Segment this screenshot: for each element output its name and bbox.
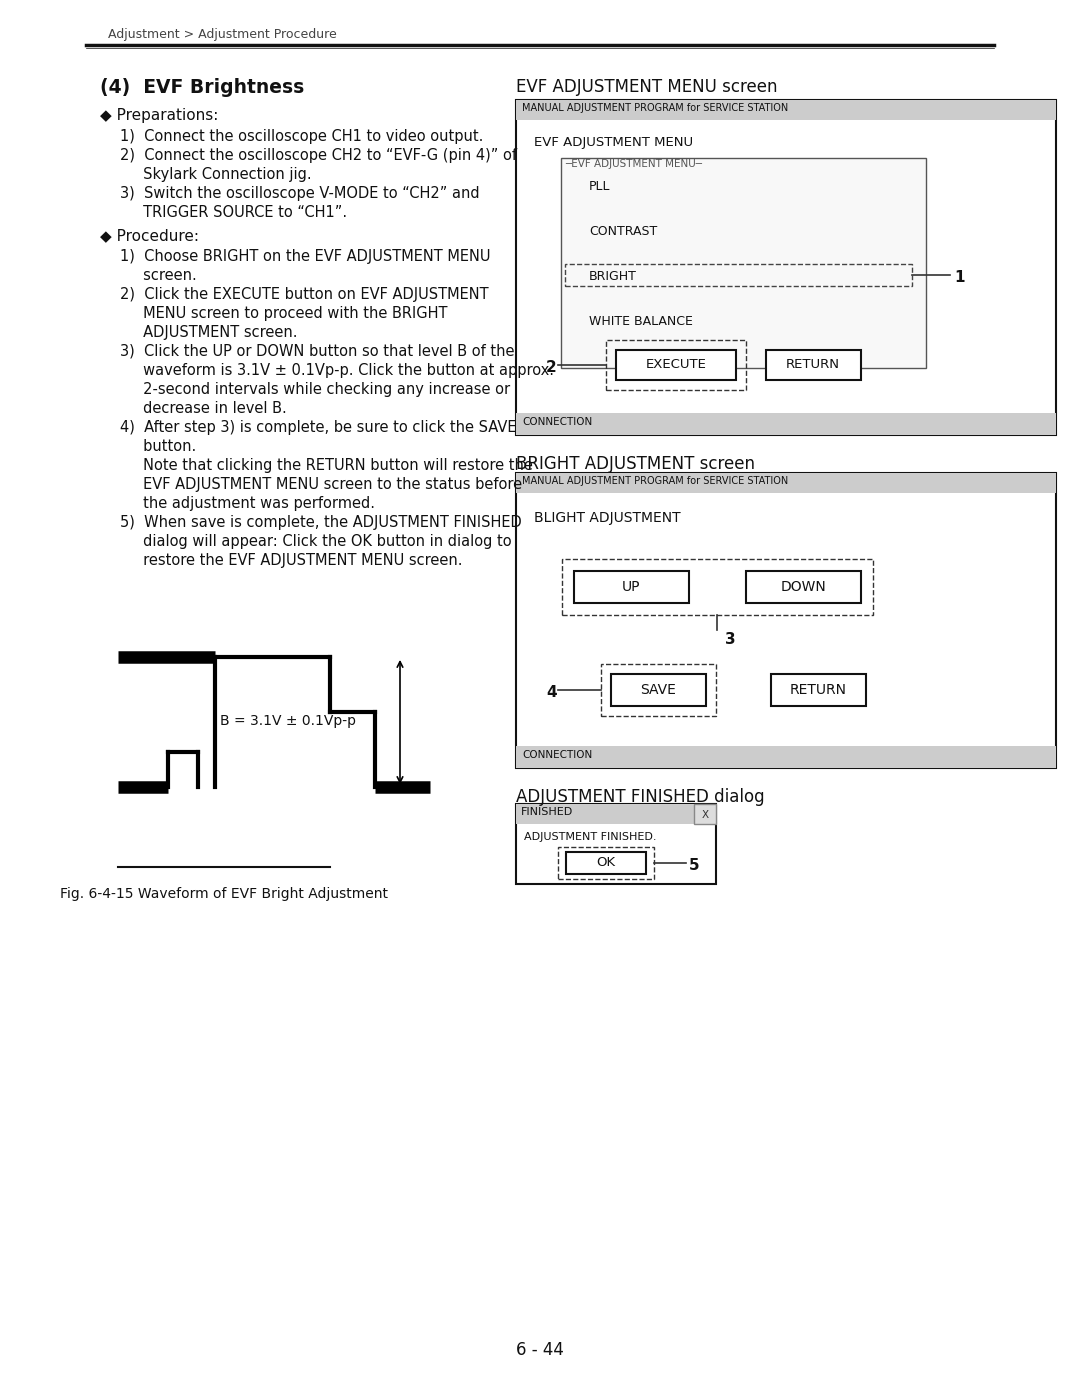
Bar: [606, 339, 746, 390]
Bar: [566, 852, 646, 875]
Text: 2)  Connect the oscilloscope CH2 to “EVF-G (pin 4)” of: 2) Connect the oscilloscope CH2 to “EVF-…: [120, 148, 517, 163]
Text: ◆ Preparations:: ◆ Preparations:: [100, 108, 218, 123]
Bar: [516, 101, 1056, 120]
Bar: [516, 805, 694, 824]
Text: MANUAL ADJUSTMENT PROGRAM for SERVICE STATION: MANUAL ADJUSTMENT PROGRAM for SERVICE ST…: [522, 103, 788, 113]
Text: WHITE BALANCE: WHITE BALANCE: [589, 314, 693, 328]
Text: decrease in level B.: decrease in level B.: [120, 401, 287, 416]
Text: EVF ADJUSTMENT MENU screen: EVF ADJUSTMENT MENU screen: [516, 78, 778, 96]
Text: OK: OK: [596, 856, 616, 869]
Text: 2: 2: [546, 360, 557, 374]
Text: 3)  Switch the oscilloscope V-MODE to “CH2” and: 3) Switch the oscilloscope V-MODE to “CH…: [120, 186, 480, 201]
Text: 1: 1: [954, 270, 964, 285]
Bar: [562, 559, 873, 615]
Bar: [561, 158, 926, 367]
Text: 3)  Click the UP or DOWN button so that level B of the: 3) Click the UP or DOWN button so that l…: [120, 344, 514, 359]
Text: 1)  Choose BRIGHT on the EVF ADJUSTMENT MENU: 1) Choose BRIGHT on the EVF ADJUSTMENT M…: [120, 249, 490, 264]
Text: button.: button.: [120, 439, 197, 454]
Text: X: X: [701, 810, 708, 820]
Text: CONTRAST: CONTRAST: [589, 225, 658, 237]
Bar: [694, 805, 716, 824]
Text: ADJUSTMENT FINISHED dialog: ADJUSTMENT FINISHED dialog: [516, 788, 765, 806]
Text: BRIGHT: BRIGHT: [589, 270, 637, 284]
Bar: [516, 746, 1056, 768]
Text: 2)  Click the EXECUTE button on EVF ADJUSTMENT: 2) Click the EXECUTE button on EVF ADJUS…: [120, 286, 488, 302]
Text: B = 3.1V ± 0.1Vp-p: B = 3.1V ± 0.1Vp-p: [220, 714, 356, 728]
Text: 5)  When save is complete, the ADJUSTMENT FINISHED: 5) When save is complete, the ADJUSTMENT…: [120, 515, 522, 529]
Text: TRIGGER SOURCE to “CH1”.: TRIGGER SOURCE to “CH1”.: [120, 205, 347, 219]
Text: CONNECTION: CONNECTION: [522, 416, 592, 427]
Text: Note that clicking the RETURN button will restore the: Note that clicking the RETURN button wil…: [120, 458, 532, 474]
Bar: [616, 351, 735, 380]
Text: FINISHED: FINISHED: [521, 807, 573, 817]
Text: 3: 3: [725, 631, 735, 647]
Bar: [516, 474, 1056, 493]
Text: EVF ADJUSTMENT MENU: EVF ADJUSTMENT MENU: [534, 136, 693, 149]
Text: ADJUSTMENT screen.: ADJUSTMENT screen.: [120, 326, 297, 339]
Text: the adjustment was performed.: the adjustment was performed.: [120, 496, 375, 511]
Text: waveform is 3.1V ± 0.1Vp-p. Click the button at approx.: waveform is 3.1V ± 0.1Vp-p. Click the bu…: [120, 363, 554, 379]
Text: 5: 5: [689, 858, 700, 873]
Text: dialog will appear: Click the OK button in dialog to: dialog will appear: Click the OK button …: [120, 534, 512, 549]
Text: 1)  Connect the oscilloscope CH1 to video output.: 1) Connect the oscilloscope CH1 to video…: [120, 129, 484, 144]
Text: restore the EVF ADJUSTMENT MENU screen.: restore the EVF ADJUSTMENT MENU screen.: [120, 553, 462, 569]
Bar: [600, 664, 716, 717]
Text: ◆ Procedure:: ◆ Procedure:: [100, 228, 199, 243]
Text: BRIGHT ADJUSTMENT screen: BRIGHT ADJUSTMENT screen: [516, 455, 755, 474]
Text: PLL: PLL: [589, 180, 610, 193]
Text: RETURN: RETURN: [789, 683, 847, 697]
Text: DOWN: DOWN: [780, 580, 826, 594]
Text: CONNECTION: CONNECTION: [522, 750, 592, 760]
Bar: [611, 673, 706, 705]
Bar: [746, 571, 861, 604]
Text: 6 - 44: 6 - 44: [516, 1341, 564, 1359]
Text: Fig. 6-4-15 Waveform of EVF Bright Adjustment: Fig. 6-4-15 Waveform of EVF Bright Adjus…: [60, 887, 388, 901]
Bar: [766, 351, 861, 380]
Text: MANUAL ADJUSTMENT PROGRAM for SERVICE STATION: MANUAL ADJUSTMENT PROGRAM for SERVICE ST…: [522, 476, 788, 486]
Bar: [558, 847, 654, 879]
Bar: [516, 414, 1056, 434]
Bar: [771, 673, 866, 705]
Bar: [516, 805, 716, 884]
Bar: [565, 264, 912, 286]
Text: SAVE: SAVE: [640, 683, 676, 697]
Text: (4)  EVF Brightness: (4) EVF Brightness: [100, 78, 305, 96]
Text: ─EVF ADJUSTMENT MENU─: ─EVF ADJUSTMENT MENU─: [565, 159, 702, 169]
Bar: [516, 474, 1056, 768]
Text: EXECUTE: EXECUTE: [646, 359, 706, 372]
Text: MENU screen to proceed with the BRIGHT: MENU screen to proceed with the BRIGHT: [120, 306, 447, 321]
Text: RETURN: RETURN: [786, 359, 840, 372]
Text: Adjustment > Adjustment Procedure: Adjustment > Adjustment Procedure: [108, 28, 337, 41]
Text: 2-second intervals while checking any increase or: 2-second intervals while checking any in…: [120, 381, 510, 397]
Text: UP: UP: [622, 580, 640, 594]
Text: ADJUSTMENT FINISHED.: ADJUSTMENT FINISHED.: [524, 833, 657, 842]
Bar: [573, 571, 689, 604]
Text: BLIGHT ADJUSTMENT: BLIGHT ADJUSTMENT: [534, 511, 680, 525]
Bar: [516, 101, 1056, 434]
Text: EVF ADJUSTMENT MENU screen to the status before: EVF ADJUSTMENT MENU screen to the status…: [120, 476, 522, 492]
Text: screen.: screen.: [120, 268, 197, 284]
Text: 4)  After step 3) is complete, be sure to click the SAVE: 4) After step 3) is complete, be sure to…: [120, 420, 516, 434]
Circle shape: [573, 272, 581, 279]
Text: Skylark Connection jig.: Skylark Connection jig.: [120, 168, 312, 182]
Text: 4: 4: [546, 685, 556, 700]
